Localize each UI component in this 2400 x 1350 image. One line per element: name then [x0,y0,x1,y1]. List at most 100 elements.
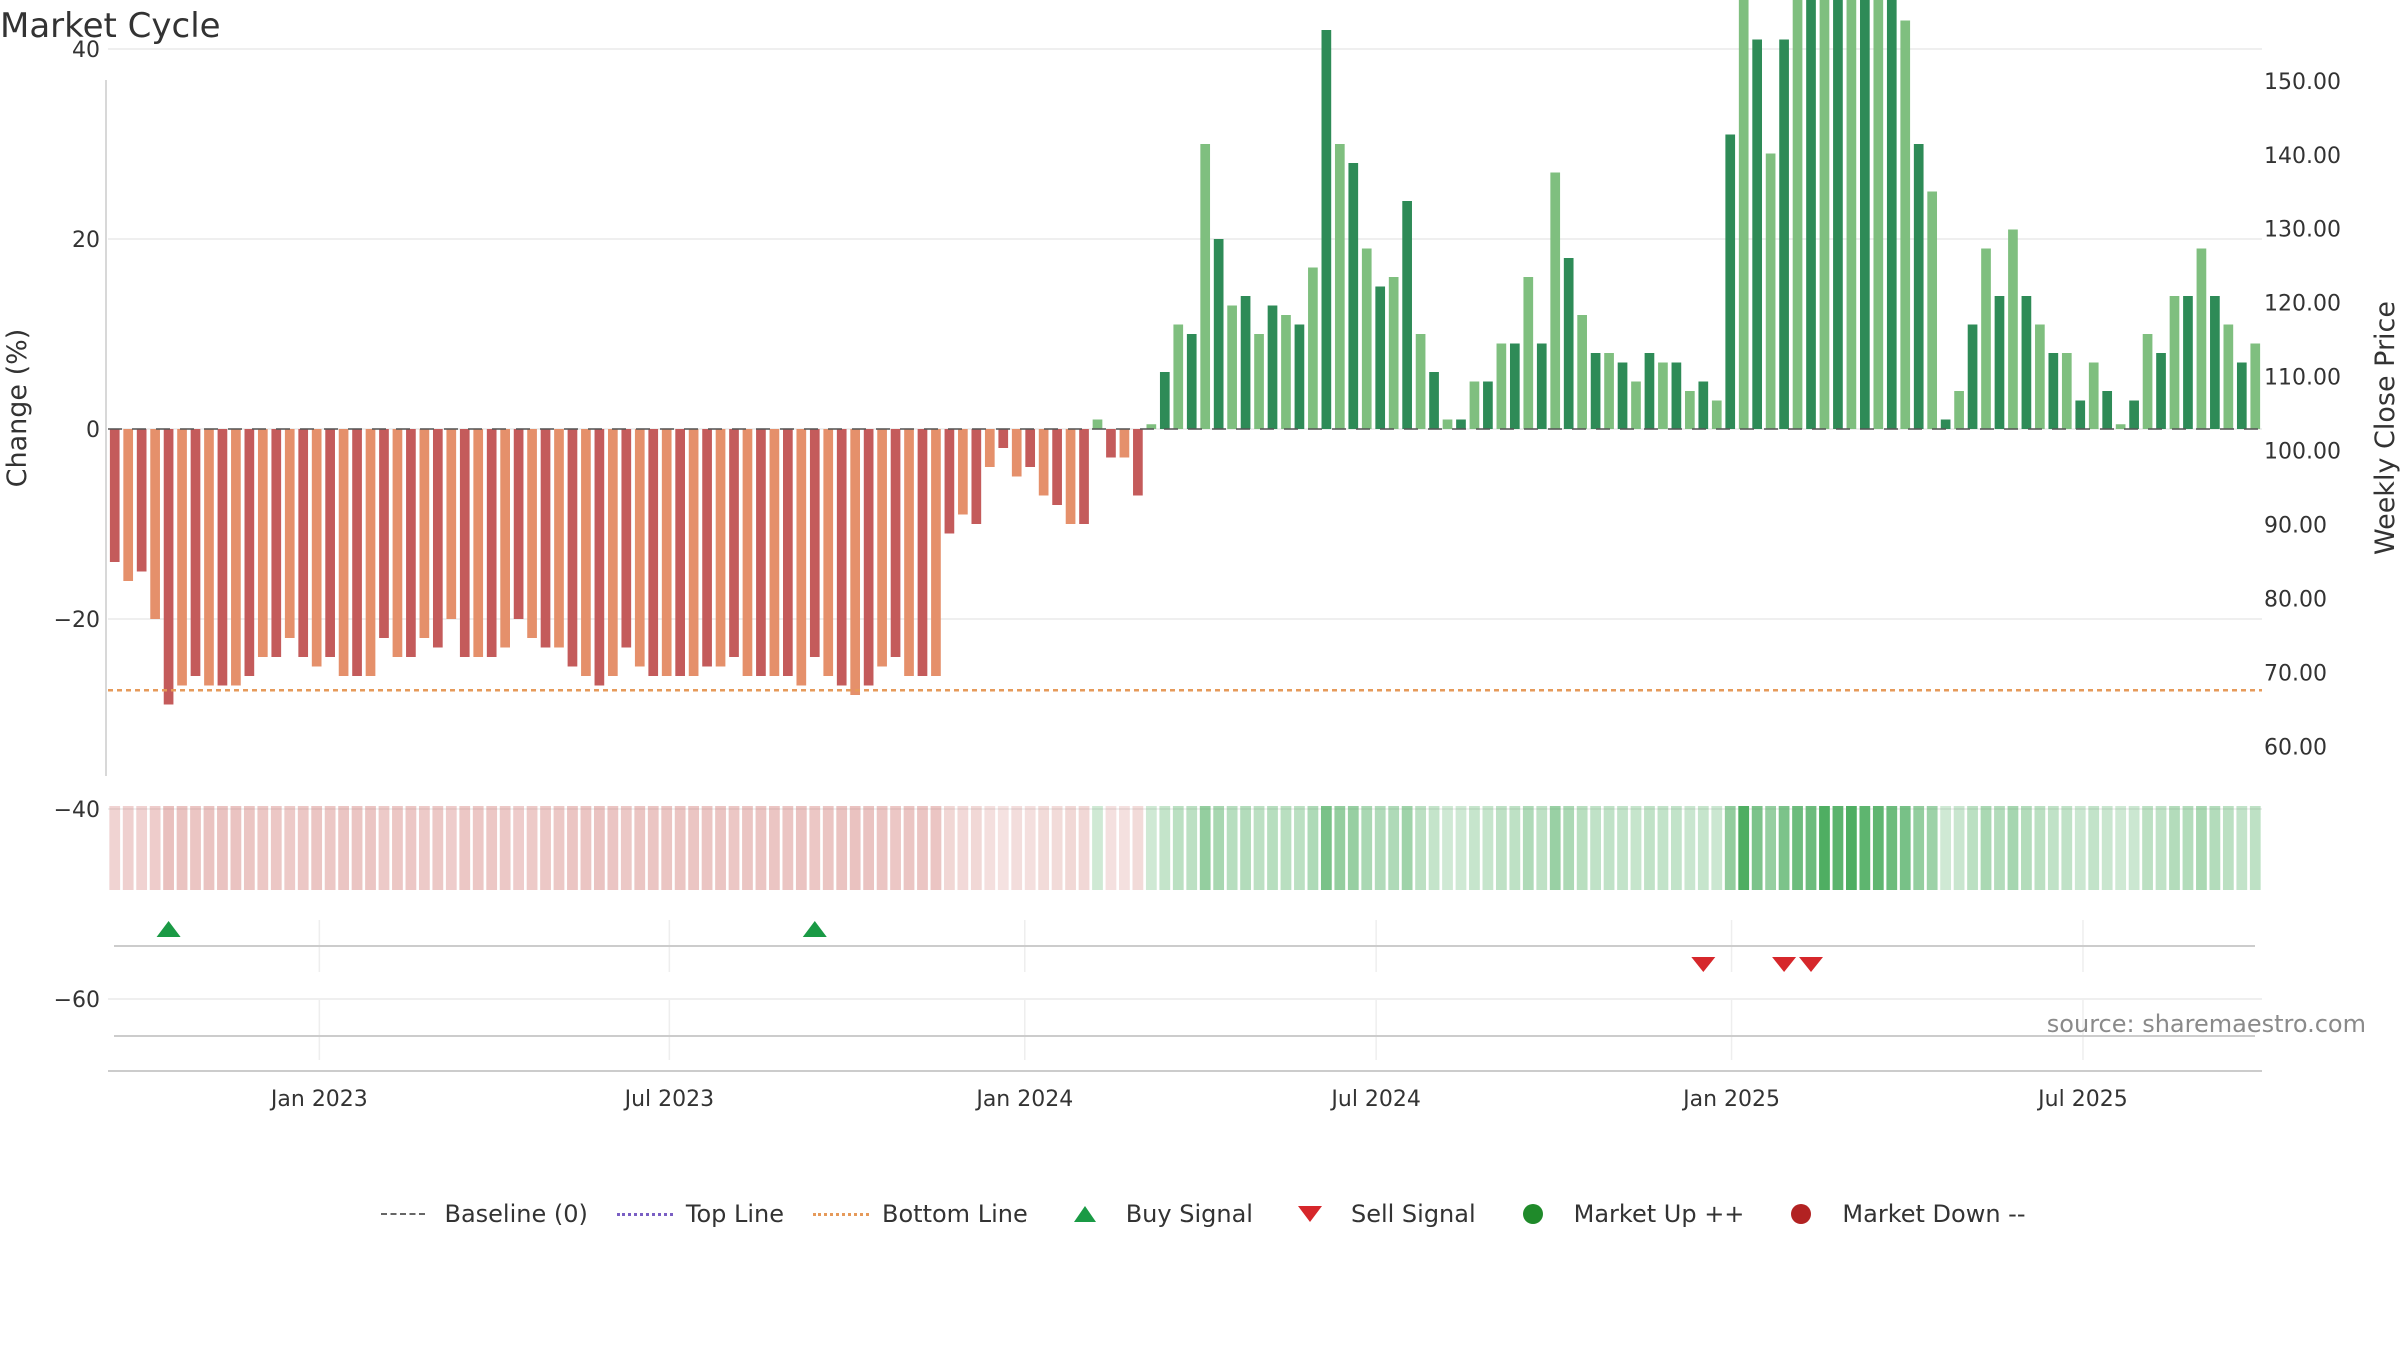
y-tick-label: −60 [54,988,100,1013]
heat-cell [769,806,780,890]
heat-cell [2074,806,2086,890]
x-tick-label: Jul 2023 [623,1087,715,1112]
legend-market-down[interactable]: Market Down -- [1772,1200,2026,1228]
bar [2102,391,2113,429]
heat-cell [755,806,767,890]
bar [769,429,780,676]
heat-cell [607,806,619,890]
heat-cell [1913,806,1925,890]
bar [311,429,322,667]
bar [581,429,591,676]
heat-cell [1765,806,1777,890]
heat-cell [970,806,982,890]
bar [1711,400,1722,429]
heat-cell [822,806,834,890]
heat-cell [432,806,444,890]
bar [1590,353,1601,429]
bar [1065,429,1076,524]
heat-cell [1846,806,1857,890]
bar [177,429,187,686]
bar [231,429,241,686]
heat-cell [2249,806,2261,890]
heat-cell [688,806,700,890]
heat-cell [1994,806,2005,890]
bar [163,429,174,705]
heat-cell [2169,806,2180,890]
bar [284,429,295,638]
heat-cell [1644,806,1655,890]
bar [1604,353,1614,429]
y-right-tick-label: 60.00 [2264,735,2327,760]
y-right-tick-label: 130.00 [2264,218,2341,243]
bar [2250,343,2261,429]
heat-cell [1294,806,1305,890]
bar [2169,296,2180,429]
heat-cell [701,806,713,890]
bar [527,429,537,638]
dotted-line-icon [812,1202,870,1226]
bar [1631,381,1641,429]
bar [419,429,430,638]
heat-cell [499,806,511,890]
bar [1119,429,1130,458]
heat-cell [1536,806,1548,890]
bar [1281,315,1291,429]
heat-cell [1024,806,1036,890]
heat-cell [1132,806,1144,890]
heat-cell [782,806,794,890]
bar [1792,0,1803,429]
bar [1684,391,1695,429]
y-right-tick-label: 70.00 [2264,661,2327,686]
heat-cell [2115,806,2127,890]
legend-label: Market Up ++ [1573,1200,1745,1228]
heat-cell [2128,806,2140,890]
heat-cell [1442,806,1453,890]
bar [1456,419,1466,429]
bar [1200,144,1211,429]
heat-cell [418,806,430,890]
heat-cell [513,806,524,890]
y-right-tick-label: 150.00 [2264,70,2341,95]
legend-top-line[interactable]: Top Line [616,1200,784,1228]
heat-cell [674,806,686,890]
heat-cell [567,806,578,890]
legend-sell-signal[interactable]: Sell Signal [1281,1200,1476,1228]
bar [1671,362,1682,429]
heat-cell [984,806,996,890]
heat-cell [1455,806,1467,890]
legend-buy-signal[interactable]: Buy Signal [1056,1200,1253,1228]
heat-cell [1872,806,1884,890]
bar [1361,248,1372,429]
heat-cell [136,806,148,890]
heat-cell [1145,806,1157,890]
bar [1321,30,1332,429]
heat-cell [1630,806,1642,890]
bar [1159,372,1170,429]
heat-cell [1805,806,1817,890]
bar [836,429,847,686]
legend-market-up[interactable]: Market Up ++ [1504,1200,1745,1228]
heat-cell [1172,806,1184,890]
heat-cell [997,806,1009,890]
legend-label: Bottom Line [882,1200,1028,1228]
heat-cell [1590,806,1601,890]
bar [1052,429,1062,505]
bar [1806,0,1816,429]
bar [1011,429,1022,477]
bar [607,429,618,676]
heat-cell [176,806,188,890]
heat-cell [230,806,242,890]
bar [1577,315,1587,429]
legend-baseline[interactable]: Baseline (0) [374,1200,588,1228]
bar [1536,343,1547,429]
bar [1886,0,1897,429]
heat-cell [540,806,551,890]
heat-cell [1320,806,1332,890]
bar [1994,296,2005,429]
bar [446,429,457,619]
legend-bottom-line[interactable]: Bottom Line [812,1200,1028,1228]
heat-cell [1253,806,1265,890]
bar [2075,400,2086,429]
heat-cell [1670,806,1682,890]
bar [2115,424,2126,429]
